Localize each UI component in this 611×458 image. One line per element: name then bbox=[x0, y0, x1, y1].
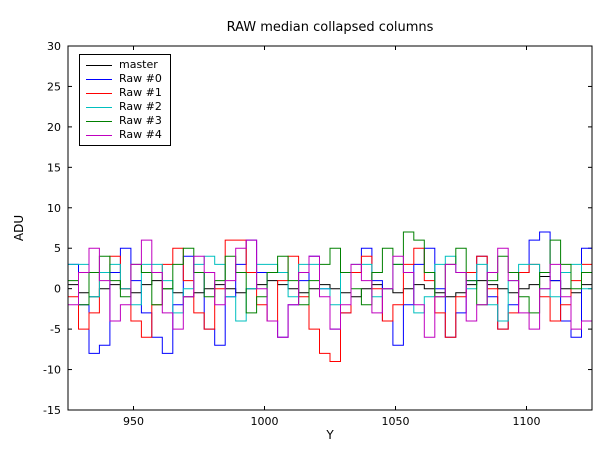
x-tick-label: 950 bbox=[123, 415, 144, 428]
legend-line-sample bbox=[86, 106, 112, 108]
series-line-5 bbox=[68, 239, 592, 338]
legend-item-raw3: Raw #3 bbox=[86, 114, 162, 128]
x-tick-label: 1050 bbox=[382, 415, 410, 428]
y-tick-label: 10 bbox=[47, 202, 61, 215]
legend-label: Raw #2 bbox=[119, 100, 162, 114]
legend-item-raw2: Raw #2 bbox=[86, 100, 162, 114]
legend-label: Raw #0 bbox=[119, 72, 162, 86]
legend-line-sample bbox=[86, 134, 112, 136]
y-tick-label: 0 bbox=[54, 283, 61, 296]
legend-label: Raw #1 bbox=[119, 86, 162, 100]
plot-frame bbox=[67, 45, 593, 411]
y-tick-label: -15 bbox=[43, 404, 61, 417]
legend-line-sample bbox=[86, 92, 112, 94]
legend-line-sample bbox=[86, 64, 112, 66]
legend-item-master: master bbox=[86, 58, 162, 72]
y-axis-label: ADU bbox=[12, 214, 26, 242]
legend-line-sample bbox=[86, 120, 112, 122]
legend-item-raw4: Raw #4 bbox=[86, 128, 162, 142]
legend-label: master bbox=[119, 58, 158, 72]
y-tick-label: 30 bbox=[47, 40, 61, 53]
y-tick-label: -10 bbox=[43, 364, 61, 377]
x-tick-label: 1000 bbox=[251, 415, 279, 428]
y-tick-label: -5 bbox=[50, 323, 61, 336]
legend-label: Raw #4 bbox=[119, 128, 162, 142]
legend-label: Raw #3 bbox=[119, 114, 162, 128]
legend-line-sample bbox=[86, 78, 112, 80]
y-tick-label: 15 bbox=[47, 161, 61, 174]
y-tick-label: 20 bbox=[47, 121, 61, 134]
legend: master Raw #0 Raw #1 Raw #2 Raw #3 Raw #… bbox=[79, 54, 171, 146]
y-tick-label: 5 bbox=[54, 242, 61, 255]
x-axis-label: Y bbox=[326, 428, 334, 442]
y-tick-label: 25 bbox=[47, 80, 61, 93]
legend-item-raw0: Raw #0 bbox=[86, 72, 162, 86]
x-tick-label: 1100 bbox=[513, 415, 541, 428]
chart-title: RAW median collapsed columns bbox=[226, 20, 434, 35]
legend-item-raw1: Raw #1 bbox=[86, 86, 162, 100]
